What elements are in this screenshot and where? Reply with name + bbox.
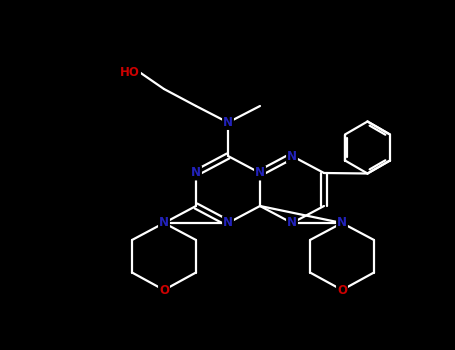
Text: N: N — [287, 149, 297, 162]
Text: N: N — [223, 116, 233, 129]
Text: N: N — [255, 167, 265, 180]
Text: N: N — [287, 217, 297, 230]
Text: N: N — [159, 217, 169, 230]
Text: N: N — [337, 217, 347, 230]
Text: O: O — [337, 284, 347, 296]
Text: N: N — [191, 167, 201, 180]
Text: N: N — [223, 217, 233, 230]
Text: HO: HO — [120, 66, 140, 79]
Text: O: O — [159, 284, 169, 296]
